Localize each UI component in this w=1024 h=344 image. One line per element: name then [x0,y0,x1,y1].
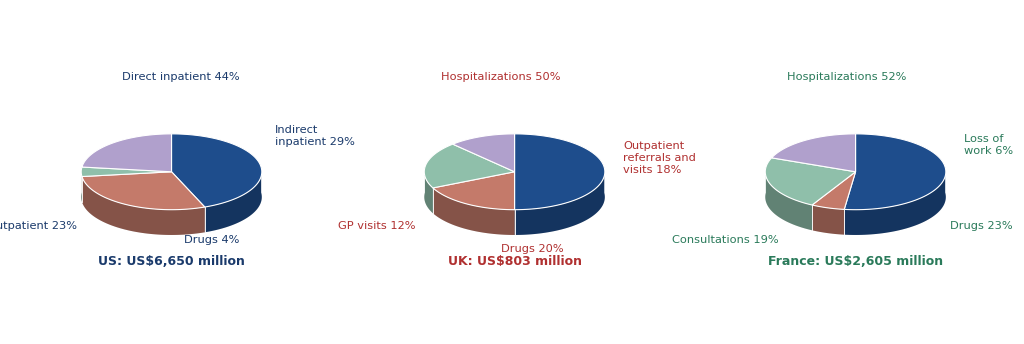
Polygon shape [82,176,205,235]
Polygon shape [812,172,856,209]
Polygon shape [453,134,514,172]
Ellipse shape [81,159,262,235]
Text: Outpatient
referrals and
visits 18%: Outpatient referrals and visits 18% [623,141,695,175]
Text: Hospitalizations 52%: Hospitalizations 52% [786,72,906,82]
Text: Outpatient 23%: Outpatient 23% [0,221,77,231]
Text: GP visits 12%: GP visits 12% [338,221,416,231]
Polygon shape [844,167,946,235]
Polygon shape [82,134,171,172]
Text: Consultations 19%: Consultations 19% [672,235,779,245]
Polygon shape [433,188,514,235]
Text: Hospitalizations 50%: Hospitalizations 50% [441,72,561,82]
Text: US: US$6,650 million: US: US$6,650 million [98,255,245,268]
Polygon shape [765,168,812,230]
Polygon shape [81,167,171,176]
Polygon shape [772,134,856,172]
Text: Loss of
work 6%: Loss of work 6% [964,134,1013,156]
Polygon shape [812,205,844,235]
Ellipse shape [765,159,946,235]
Polygon shape [171,134,262,207]
Ellipse shape [424,159,605,235]
Polygon shape [514,168,605,235]
Polygon shape [844,134,946,210]
Polygon shape [205,167,262,232]
Text: Direct inpatient 44%: Direct inpatient 44% [122,72,240,82]
Text: UK: US$803 million: UK: US$803 million [447,255,582,268]
Text: Indirect
inpatient 29%: Indirect inpatient 29% [275,125,355,147]
Text: France: US$2,605 million: France: US$2,605 million [768,255,943,268]
Polygon shape [424,167,433,213]
Polygon shape [514,134,605,210]
Polygon shape [765,158,856,205]
Text: Drugs 20%: Drugs 20% [502,244,564,254]
Text: Drugs 23%: Drugs 23% [950,221,1013,231]
Text: Drugs 4%: Drugs 4% [184,235,240,245]
Polygon shape [433,172,514,210]
Polygon shape [424,144,514,188]
Polygon shape [82,172,205,210]
